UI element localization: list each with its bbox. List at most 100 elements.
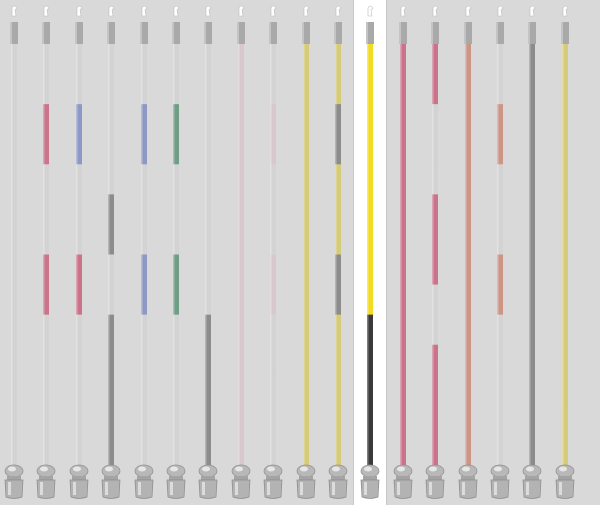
pole-graphic <box>231 5 251 499</box>
pole-segment-pink <box>399 314 406 346</box>
pole-finial <box>303 5 309 17</box>
pole-base <box>37 464 56 499</box>
gray-bottom-pole[interactable] <box>192 0 224 505</box>
pole-segment-clear <box>173 404 179 436</box>
pole-segment-pink <box>399 164 406 195</box>
rose-band-pole[interactable] <box>257 0 289 505</box>
pole-finial <box>270 5 277 17</box>
pole-segment-clear <box>270 44 277 75</box>
pole-base <box>134 464 153 499</box>
yellow-pole[interactable] <box>290 0 322 505</box>
yellow-black-pole[interactable] <box>354 0 387 505</box>
pole-segment-yellow <box>561 404 568 436</box>
pole-segment-rose <box>237 434 244 466</box>
blue-band-pole[interactable] <box>128 0 160 505</box>
pole-segment-clear <box>11 224 17 255</box>
pole-segment-yellow <box>302 434 309 466</box>
pole-segment-clear <box>270 344 277 376</box>
pole-segment-clear <box>11 404 17 436</box>
pole-segment-rose <box>270 104 277 135</box>
pole-segment-clear <box>205 254 212 286</box>
pole-segment-salmon <box>464 104 471 135</box>
pole-top-cap <box>560 22 569 44</box>
pole-segment-clear <box>205 284 212 316</box>
pole-segment-yellow <box>335 224 341 255</box>
pole-segment-bright_yellow <box>367 164 374 195</box>
pole-top-cap <box>139 22 148 44</box>
pole-segment-clear <box>43 74 50 105</box>
salmon-pole[interactable] <box>452 0 484 505</box>
pole-graphic <box>263 5 283 499</box>
pole-segment-bright_yellow <box>367 134 374 165</box>
pole-finial <box>238 5 245 17</box>
pole-segment-clear <box>43 314 50 346</box>
pole-segment-clear <box>75 344 82 376</box>
pole-segment-clear <box>11 434 17 466</box>
pole-graphic <box>458 5 477 499</box>
gray-pole[interactable] <box>516 0 548 505</box>
pole-segment-pink <box>399 224 406 255</box>
pole-top-cap <box>74 22 83 44</box>
pole-graphic <box>199 5 218 499</box>
pole-segment-clear <box>43 374 50 406</box>
pole-segment-clear <box>140 374 147 406</box>
pole-segment-gray <box>108 224 115 255</box>
pole-segment-salmon <box>464 164 471 195</box>
pale-yellow-pole[interactable] <box>549 0 581 505</box>
pole-segment-yellow <box>335 194 341 225</box>
rose-pole[interactable] <box>225 0 257 505</box>
pole-graphic <box>490 5 510 499</box>
pole-segment-clear <box>270 314 277 346</box>
pole-segment-gray <box>529 134 536 165</box>
pole-segment-salmon <box>464 344 471 376</box>
pink-blue-band-pole[interactable] <box>63 0 95 505</box>
pole-segment-gray <box>108 314 115 346</box>
salmon-band-pole[interactable] <box>484 0 516 505</box>
pole-segment-clear <box>432 284 439 316</box>
gray-band-pole[interactable] <box>95 0 127 505</box>
pole-segment-gray <box>529 344 536 376</box>
pole-segment-green <box>173 284 179 316</box>
pole-segment-blue <box>140 284 147 316</box>
yellow-gray-band-pole[interactable] <box>322 0 354 505</box>
pole-top-cap <box>528 22 537 44</box>
pole-segment-blue <box>75 104 82 135</box>
pole-segment-bright_yellow <box>367 284 374 316</box>
green-band-pole[interactable] <box>160 0 192 505</box>
pole-segment-clear <box>497 224 503 255</box>
pole-segment-clear <box>173 374 179 406</box>
pole-segment-yellow <box>302 194 309 225</box>
pole-segment-yellow <box>561 344 568 376</box>
pole-segment-yellow <box>561 434 568 466</box>
pink-pole[interactable] <box>387 0 419 505</box>
pole-segment-clear <box>205 104 212 135</box>
pole-graphic <box>425 5 445 499</box>
pole-segment-clear <box>432 104 439 135</box>
pole-segment-yellow <box>302 74 309 105</box>
pole-segment-rose <box>270 134 277 165</box>
pole-segment-yellow <box>302 164 309 195</box>
pole-segment-yellow <box>335 344 341 376</box>
pole-segment-gray <box>335 284 341 316</box>
pole-top-cap <box>431 22 440 44</box>
pole-segment-clear <box>75 164 82 195</box>
pole-segment-pink <box>399 374 406 406</box>
pole-segment-yellow <box>335 404 341 436</box>
plain-pole[interactable] <box>0 0 30 505</box>
pole-segment-clear <box>11 344 17 376</box>
pole-finial <box>368 5 374 17</box>
pink-stripe-pole[interactable] <box>419 0 451 505</box>
pole-segment-yellow <box>302 254 309 286</box>
pole-segment-gray <box>529 404 536 436</box>
pole-segment-clear <box>75 434 82 466</box>
pole-segment-clear <box>43 434 50 466</box>
pole-segment-clear <box>270 74 277 105</box>
pole-segment-clear <box>432 164 439 195</box>
pole-segment-clear <box>497 44 503 75</box>
pole-graphic <box>523 5 542 499</box>
pink-band-pole[interactable] <box>30 0 62 505</box>
pole-segment-yellow <box>335 314 341 346</box>
pole-segment-gray <box>529 44 536 75</box>
pole-segment-salmon <box>464 284 471 316</box>
pole-segment-rose <box>237 224 244 255</box>
